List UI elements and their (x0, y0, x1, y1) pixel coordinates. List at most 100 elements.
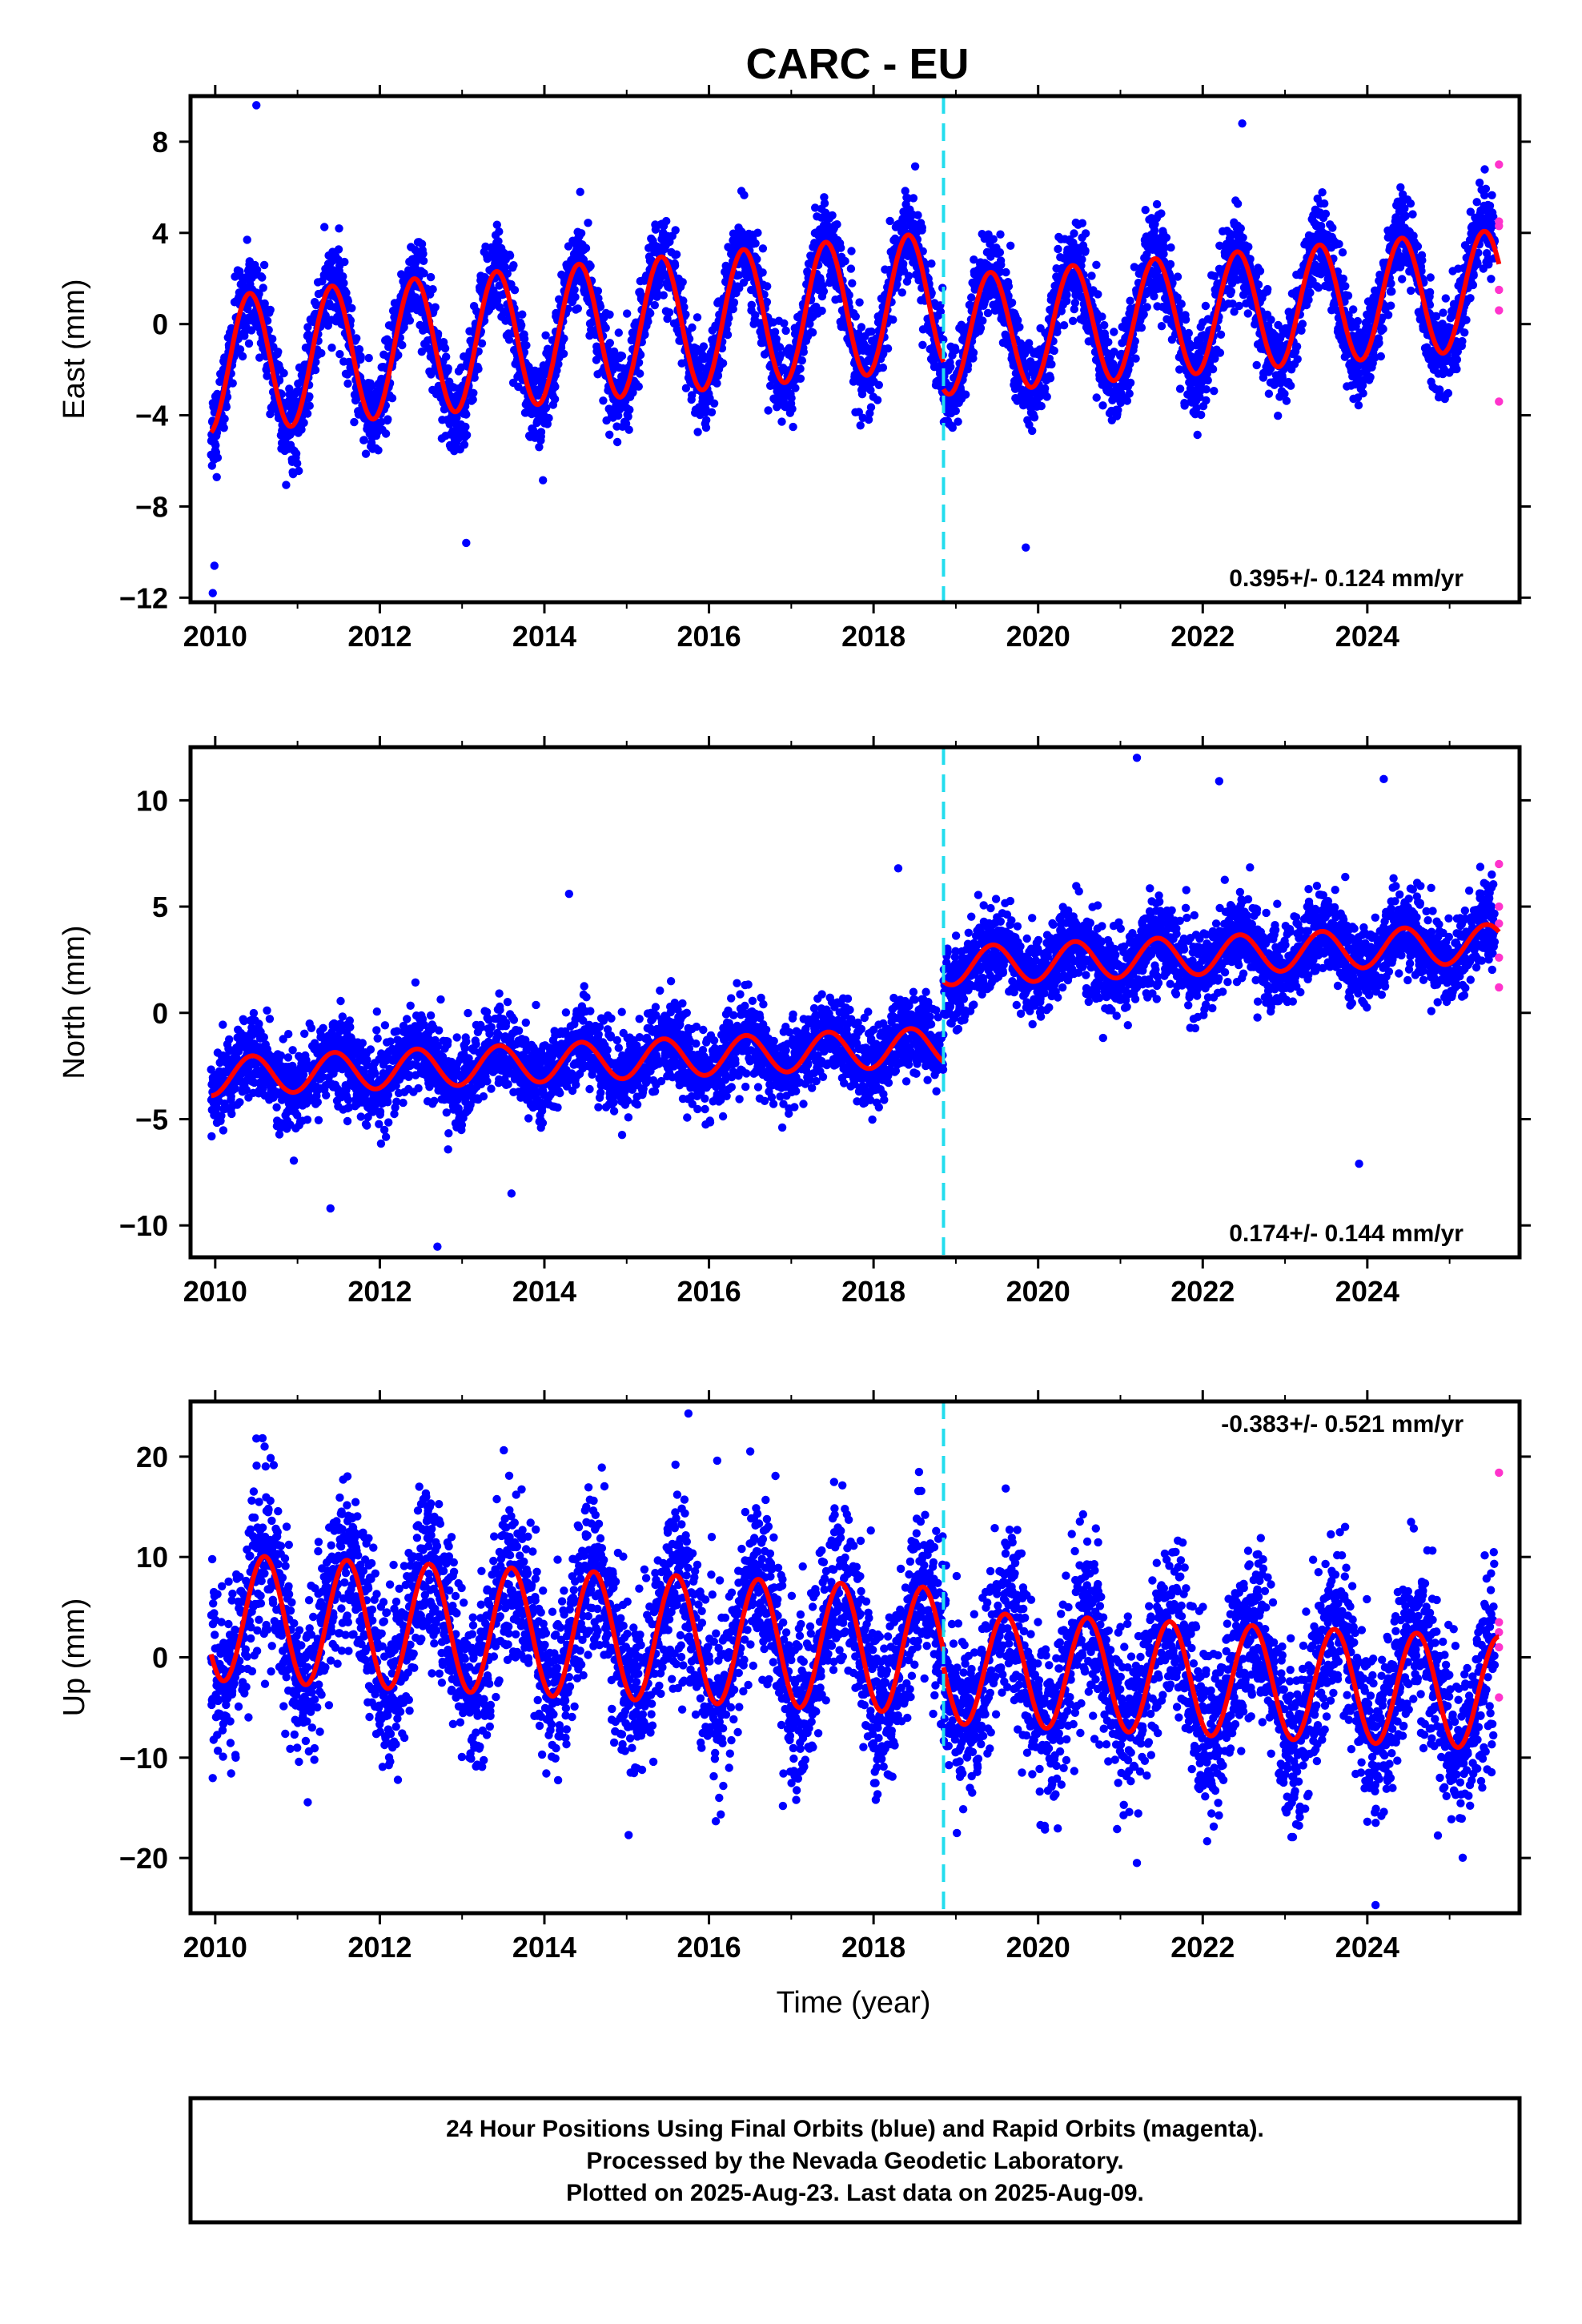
east-final-point (857, 323, 866, 332)
east-final-point (789, 422, 797, 432)
east-final-point (1192, 404, 1201, 412)
east-final-point (285, 384, 294, 393)
east-final-point (672, 250, 681, 259)
east-final-point (355, 345, 364, 354)
east-final-point (510, 286, 520, 295)
east-final-point (461, 422, 470, 432)
east-final-point (857, 390, 867, 399)
east-final-point (477, 339, 487, 348)
east-final-point (707, 408, 717, 416)
east-final-point (417, 348, 426, 356)
east-final-point (699, 342, 709, 351)
east-final-point (969, 348, 978, 357)
east-final-point (1139, 310, 1148, 319)
east-final-point (873, 396, 882, 404)
east-final-point (665, 308, 674, 317)
east-final-point (255, 353, 264, 362)
east-final-point (1130, 263, 1139, 271)
east-final-point (753, 228, 762, 237)
east-final-point (266, 305, 275, 315)
east-final-point (383, 415, 392, 424)
east-final-point (1314, 283, 1323, 292)
east-final-point (1070, 304, 1079, 314)
east-final-point (596, 302, 605, 312)
east-final-point (207, 461, 216, 470)
east-final-point (1157, 209, 1166, 218)
east-final-point (837, 243, 845, 252)
east-final-point (1228, 300, 1237, 308)
east-final-point (996, 230, 1005, 239)
east-final-point (593, 287, 603, 296)
east-final-point (1125, 389, 1134, 398)
east-final-point (444, 364, 452, 373)
east-final-point (1181, 315, 1191, 324)
east-final-point (697, 363, 705, 372)
east-final-point (1375, 339, 1383, 348)
east-final-point (1280, 389, 1289, 398)
east-final-point (320, 223, 329, 231)
east-final-point (855, 298, 864, 307)
east-final-point (1126, 296, 1134, 305)
east-final-point (495, 281, 504, 290)
east-final-point (989, 235, 998, 243)
east-final-point (1070, 298, 1080, 308)
east-final-point (235, 345, 245, 354)
east-final-point (1339, 274, 1348, 283)
east-final-point (1298, 320, 1307, 328)
east-final-point (356, 352, 365, 361)
east-final-point (1349, 305, 1358, 314)
east-final-point (805, 320, 814, 328)
east-final-point (1318, 188, 1327, 197)
east-final-point (864, 415, 873, 424)
east-final-point (634, 358, 644, 367)
east-final-point (693, 428, 702, 436)
east-final-point (723, 330, 733, 340)
east-final-point (770, 328, 780, 336)
east-final-point (1264, 389, 1274, 398)
east-final-point (1239, 233, 1247, 242)
east-final-point (762, 297, 772, 307)
east-final-point (1338, 248, 1347, 257)
east-final-point (1297, 326, 1306, 335)
east-final-point (808, 328, 817, 337)
east-final-point (1131, 354, 1140, 363)
east-final-point (335, 350, 344, 359)
east-final-point (688, 391, 697, 400)
east-final-point (1162, 233, 1171, 242)
east-final-point (1254, 280, 1263, 289)
east-final-point (481, 242, 490, 251)
east-final-point (431, 303, 440, 312)
east-final-point (1335, 239, 1343, 248)
east-final-point (442, 352, 451, 361)
east-final-point (995, 248, 1005, 257)
east-final-point (426, 272, 436, 282)
east-final-point (701, 404, 710, 413)
east-final-point (542, 404, 551, 412)
east-final-point (394, 351, 403, 360)
east-final-point (1359, 389, 1367, 398)
east-final-point (797, 356, 806, 365)
east-final-point (1166, 243, 1175, 252)
east-final-point (1235, 301, 1244, 311)
east-final-point (766, 381, 775, 390)
east-final-point (812, 302, 821, 312)
east-final-point (670, 261, 680, 270)
east-final-point (1062, 291, 1071, 300)
east-final-point (460, 440, 469, 449)
east-final-point (220, 414, 229, 424)
east-final-point (1210, 271, 1219, 280)
east-final-point (1287, 381, 1295, 390)
east-final-point (833, 220, 841, 229)
east-final-point (1193, 430, 1202, 440)
east-final-point (1057, 307, 1066, 316)
east-final-point (517, 320, 526, 330)
east-final-point (671, 226, 680, 235)
east-final-point (570, 285, 579, 294)
east-final-point (640, 330, 649, 340)
east-final-point (518, 310, 527, 319)
east-final-point (820, 199, 829, 208)
east-final-point (1379, 324, 1387, 334)
east-final-point (295, 466, 303, 476)
east-final-point (605, 339, 614, 348)
east-final-point (612, 437, 622, 447)
